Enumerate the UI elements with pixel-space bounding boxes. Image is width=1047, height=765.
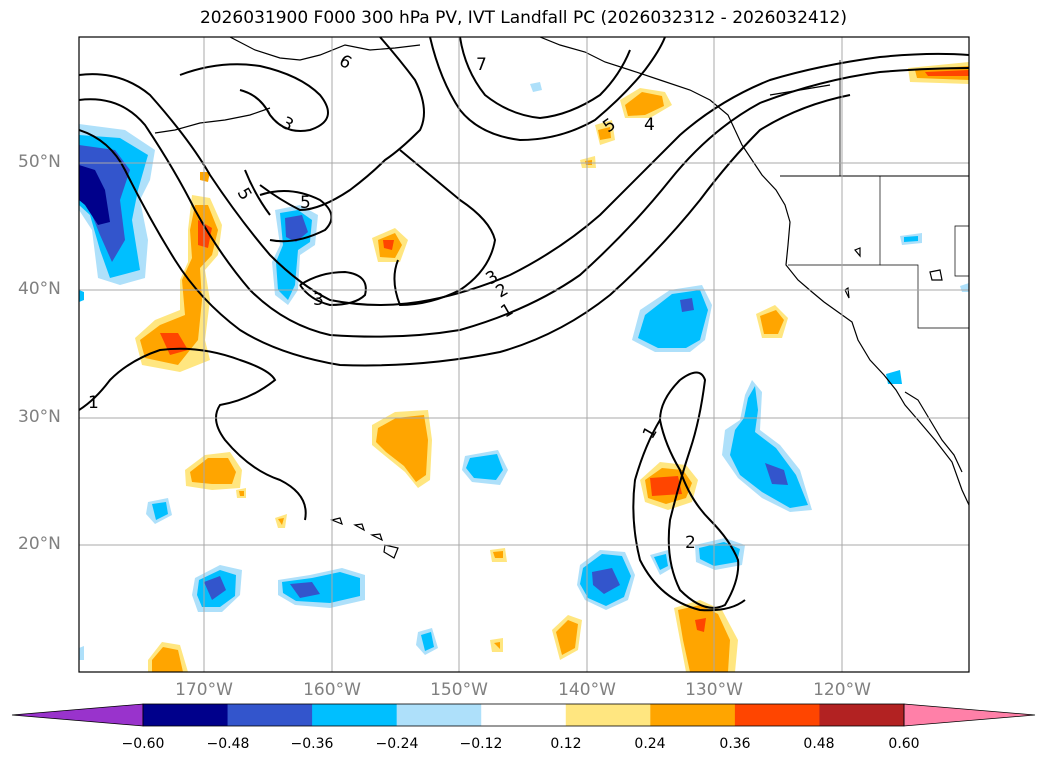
contour-label: 6 xyxy=(336,51,355,74)
coastlines xyxy=(154,37,969,559)
contour-label: 3 xyxy=(278,113,297,136)
contour-labels: 1 1 1 2 2 3 3 3 4 5 5 5 6 7 xyxy=(88,51,696,553)
colorbar-bin xyxy=(143,704,229,726)
colorbar-tick-label: 0.36 xyxy=(719,736,751,752)
map-title: 2026031900 F000 300 hPa PV, IVT Landfall… xyxy=(199,8,847,28)
contour-label: 7 xyxy=(476,55,487,75)
colorbar-bin xyxy=(734,704,820,726)
contour-label: 2 xyxy=(685,533,696,553)
colorbar-bin xyxy=(312,704,398,726)
pv-contours xyxy=(79,37,969,612)
colorbar-bin xyxy=(650,704,736,726)
lon-label-130w: 130°W xyxy=(685,680,743,700)
colorbar xyxy=(11,703,1036,727)
lat-label-30n: 30°N xyxy=(18,407,61,427)
colorbar-tick-label: −0.60 xyxy=(121,736,165,752)
lon-label-140w: 140°W xyxy=(558,680,616,700)
colorbar-bin xyxy=(481,704,567,726)
colorbar-bin xyxy=(227,704,313,726)
colorbar-bin xyxy=(819,704,905,726)
colorbar-tick-label: −0.36 xyxy=(290,736,334,752)
map-frame xyxy=(78,36,970,673)
colorbar-tick-label: 0.48 xyxy=(803,736,835,752)
colorbar-tick-label: 0.12 xyxy=(550,736,582,752)
contour-label: 4 xyxy=(644,115,655,135)
lon-label-150w: 150°W xyxy=(430,680,488,700)
gridlines xyxy=(79,37,969,672)
lon-label-120w: 120°W xyxy=(813,680,871,700)
colorbar-tick-label: −0.48 xyxy=(206,736,250,752)
colorbar-bin xyxy=(396,704,482,726)
contour-label: 1 xyxy=(88,393,99,413)
ivt-pc-shading xyxy=(79,62,969,672)
colorbar-bin xyxy=(565,704,651,726)
colorbar-tick-label: 0.60 xyxy=(888,736,920,752)
contour-label: 5 xyxy=(300,193,311,213)
contour-label: 1 xyxy=(639,423,662,442)
colorbar-extend-low xyxy=(11,703,144,727)
lon-label-170w: 170°W xyxy=(175,680,233,700)
colorbar-tick-label: −0.12 xyxy=(459,736,503,752)
colorbar-tick-label: 0.24 xyxy=(634,736,666,752)
contour-label: 3 xyxy=(313,290,324,310)
colorbar-frame xyxy=(142,703,905,727)
lon-label-160w: 160°W xyxy=(303,680,361,700)
lat-label-40n: 40°N xyxy=(18,279,61,299)
colorbar-extend-high xyxy=(903,703,1036,727)
map-plot-area: 1 1 1 2 2 3 3 3 4 5 5 5 6 7 xyxy=(79,37,969,672)
lat-label-20n: 20°N xyxy=(18,534,61,554)
lat-label-50n: 50°N xyxy=(18,152,61,172)
colorbar-tick-label: −0.24 xyxy=(375,736,419,752)
contour-label: 5 xyxy=(233,185,256,204)
